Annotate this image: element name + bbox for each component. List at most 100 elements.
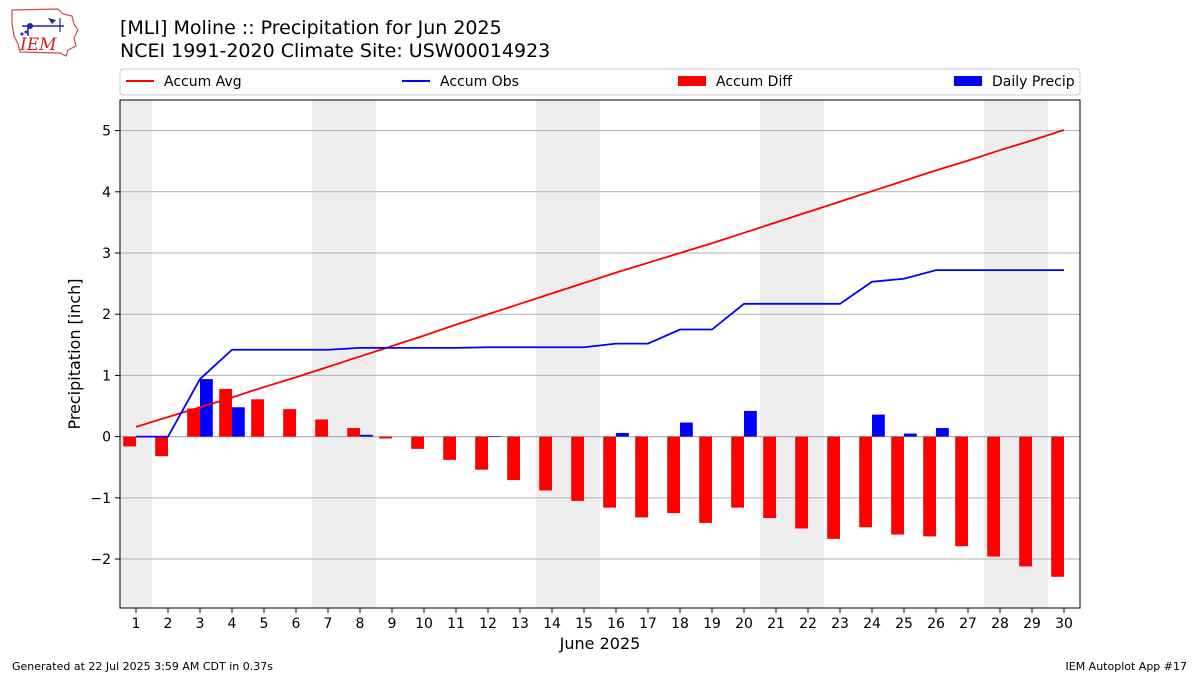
legend-label: Accum Avg [164, 74, 242, 90]
daily-precip-bar [872, 414, 885, 437]
weekend-band [760, 100, 792, 608]
x-tick-label: 6 [292, 616, 301, 632]
x-tick-label: 16 [607, 616, 625, 632]
chart-subtitle: NCEI 1991-2020 Climate Site: USW00014923 [120, 40, 551, 62]
y-tick-label: 2 [102, 307, 111, 323]
legend-label: Accum Obs [440, 74, 519, 90]
x-axis: 1 2 3 4 5 6 7 8 9 10 11 12 13 14 15 16 17 18 19 20 21 22 23 24 2… [132, 608, 1073, 632]
weekend-band [536, 100, 568, 608]
accum-avg-line [135, 129, 1065, 428]
x-tick-label: 17 [639, 616, 657, 632]
accum-diff-bar [731, 436, 744, 508]
accum-diff-bar [1019, 436, 1032, 567]
x-tick-label: 19 [703, 616, 721, 632]
accum-diff-bar [603, 436, 616, 508]
x-tick-label: 23 [831, 616, 849, 632]
accum-diff-bar [187, 408, 200, 437]
legend-swatch [678, 76, 706, 86]
x-tick-label: 26 [927, 616, 945, 632]
x-tick-label: 9 [388, 616, 397, 632]
series-lines [135, 129, 1065, 438]
y-tick-label: 0 [102, 430, 111, 446]
weekend-band [568, 100, 600, 608]
accum-diff-bar [827, 436, 840, 539]
accum-diff-bar [763, 436, 776, 519]
y-tick-label: 5 [102, 124, 111, 140]
accum-diff-bar [315, 419, 328, 437]
x-tick-label: 3 [196, 616, 205, 632]
chart-title: [MLI] Moline :: Precipitation for Jun 20… [120, 17, 502, 39]
x-tick-label: 1 [132, 616, 141, 632]
accum-diff-bar [475, 436, 488, 470]
x-tick-label: 14 [543, 616, 561, 632]
y-tick-label: 1 [102, 368, 111, 384]
y-tick-label: 3 [102, 246, 111, 262]
weekend-band [792, 100, 824, 608]
daily-precip-bar [488, 436, 501, 437]
accum-diff-bar [923, 436, 936, 537]
x-tick-label: 2 [164, 616, 173, 632]
logo-text: IEM [19, 35, 57, 55]
legend-label: Accum Diff [716, 74, 792, 90]
accum-diff-bar [251, 399, 264, 437]
x-tick-label: 15 [575, 616, 593, 632]
y-axis: −2 −1 0 1 2 3 4 5 [90, 124, 120, 568]
accum-obs-line [136, 269, 1064, 438]
daily-precip-bar [200, 379, 213, 437]
plot-area [119, 99, 1081, 609]
x-tick-label: 18 [671, 616, 689, 632]
x-tick-label: 5 [260, 616, 269, 632]
accum-diff-bar [155, 436, 168, 457]
y-tick-label: 4 [102, 185, 111, 201]
x-tick-label: 7 [324, 616, 333, 632]
app-label: IEM Autoplot App #17 [1065, 660, 1188, 673]
accum-diff-bar [987, 436, 1000, 557]
accum-diff-bar [123, 436, 136, 447]
accum-diff-bar [571, 436, 584, 501]
x-tick-label: 30 [1055, 616, 1073, 632]
daily-precip-bar [904, 433, 917, 437]
x-tick-label: 22 [799, 616, 817, 632]
x-tick-label: 8 [356, 616, 365, 632]
legend-box [119, 68, 1081, 96]
x-tick-label: 28 [991, 616, 1009, 632]
x-tick-label: 24 [863, 616, 881, 632]
x-tick-label: 13 [511, 616, 529, 632]
legend-label: Daily Precip [992, 74, 1075, 90]
daily-precip-bar [232, 407, 245, 437]
accum-diff-bar [379, 436, 392, 439]
accum-diff-bar [443, 436, 456, 460]
accum-diff-bar [219, 388, 232, 437]
accum-diff-bar [507, 436, 520, 481]
legend: Accum Avg Accum Obs Accum Diff Daily Precip [119, 68, 1081, 96]
x-tick-label: 25 [895, 616, 913, 632]
x-tick-label: 29 [1023, 616, 1041, 632]
legend-swatch [954, 76, 982, 86]
accum-diff-bar [795, 436, 808, 529]
x-tick-label: 10 [415, 616, 433, 632]
daily-precip-bar [616, 432, 629, 437]
weekend-band [120, 100, 152, 608]
accum-diff-bar [347, 428, 360, 437]
daily-precip-bar [680, 422, 693, 437]
accum-diff-bar [699, 436, 712, 523]
x-tick-label: 11 [447, 616, 465, 632]
accum-diff-bar [635, 436, 648, 518]
y-axis-label: Precipitation [inch] [65, 278, 84, 429]
x-tick-label: 21 [767, 616, 785, 632]
y-tick-label: −1 [90, 491, 111, 507]
x-axis-label: June 2025 [559, 634, 641, 653]
weekend-band [312, 100, 344, 608]
accum-diff-bar [411, 436, 424, 449]
x-tick-label: 20 [735, 616, 753, 632]
x-tick-label: 4 [228, 616, 237, 632]
grid-lines [120, 130, 1080, 560]
weekend-band [344, 100, 376, 608]
daily-precip-bar [744, 410, 757, 437]
x-tick-label: 27 [959, 616, 977, 632]
accum-diff-bar [283, 409, 296, 437]
accum-diff-bar [1051, 436, 1064, 577]
accum-diff-bar [667, 436, 680, 514]
iem-logo: IEM [11, 8, 79, 57]
